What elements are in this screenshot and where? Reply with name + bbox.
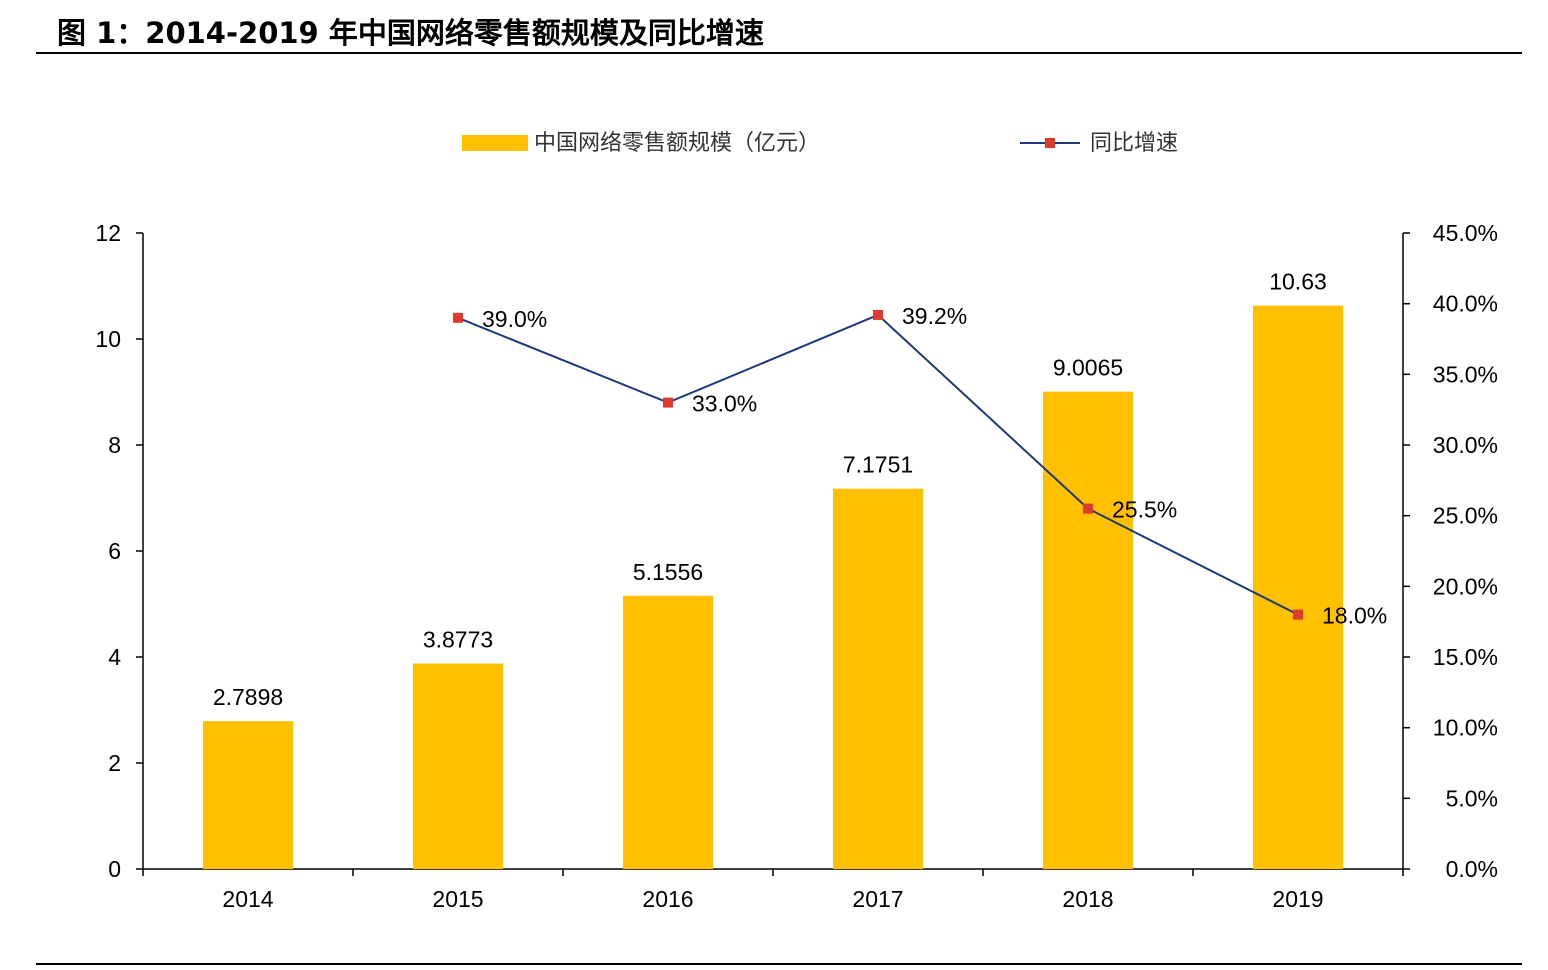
left-tick-label: 10	[95, 326, 121, 352]
x-tick-label: 2016	[642, 886, 693, 912]
bar	[623, 595, 713, 869]
legend-swatch-growth-marker	[1045, 138, 1055, 148]
left-tick-label: 0	[108, 856, 121, 882]
bar	[413, 663, 503, 869]
right-tick-label: 30.0%	[1433, 432, 1498, 458]
growth-line-series	[453, 309, 1303, 620]
growth-marker	[663, 397, 673, 408]
right-tick-label: 5.0%	[1446, 785, 1498, 811]
growth-data-label: 25.5%	[1112, 497, 1177, 523]
bar-data-label: 7.1751	[843, 452, 913, 478]
legend-label-retail-scale: 中国网络零售额规模（亿元）	[534, 131, 820, 156]
right-tick-label: 20.0%	[1433, 573, 1498, 599]
x-tick-label: 2014	[222, 886, 273, 912]
right-tick-label: 35.0%	[1433, 361, 1498, 387]
growth-marker	[873, 309, 883, 320]
bar-data-label: 5.1556	[633, 559, 703, 585]
right-tick-label: 15.0%	[1433, 644, 1498, 670]
bar-series	[203, 305, 1343, 869]
legend: 中国网络零售额规模（亿元） 同比增速	[462, 131, 1178, 156]
bar	[1043, 391, 1133, 869]
bar-labels: 2.7898 3.8773 5.1556 7.1751 9.0065 10.63	[213, 269, 1327, 711]
growth-marker	[1293, 609, 1303, 620]
bar-data-label: 2.7898	[213, 684, 283, 710]
right-tick-label: 10.0%	[1433, 715, 1498, 741]
growth-data-label: 18.0%	[1322, 603, 1387, 629]
left-tick-label: 12	[95, 220, 121, 246]
growth-data-label: 39.0%	[482, 306, 547, 332]
bar-data-label: 9.0065	[1053, 355, 1123, 381]
axes: 0 2 4 6 8 10 12 0.0% 5.0% 10.0% 15.0% 20.0% 25.0% 30.…	[95, 220, 1498, 912]
x-tick-label: 2019	[1272, 886, 1323, 912]
left-tick-label: 4	[108, 644, 121, 670]
legend-swatch-retail-scale	[462, 135, 528, 151]
bar	[203, 721, 293, 869]
top-rule	[36, 52, 1522, 54]
left-tick-label: 2	[108, 750, 121, 776]
left-tick-label: 8	[108, 432, 121, 458]
right-tick-label: 0.0%	[1446, 856, 1498, 882]
growth-marker	[1083, 503, 1093, 514]
right-tick-label: 25.0%	[1433, 503, 1498, 529]
bottom-rule	[36, 963, 1522, 965]
chart-title: 图 1：2014-2019 年中国网络零售额规模及同比增速	[57, 16, 764, 50]
x-tick-label: 2017	[852, 886, 903, 912]
x-tick-label: 2018	[1062, 886, 1113, 912]
legend-label-growth: 同比增速	[1090, 131, 1178, 156]
right-tick-label: 45.0%	[1433, 220, 1498, 246]
right-tick-label: 40.0%	[1433, 291, 1498, 317]
bar-data-label: 10.63	[1269, 269, 1327, 295]
growth-data-label: 39.2%	[902, 303, 967, 329]
bar	[1253, 305, 1343, 869]
bar	[833, 488, 923, 869]
left-tick-label: 6	[108, 538, 121, 564]
growth-marker	[453, 312, 463, 323]
growth-data-label: 33.0%	[692, 391, 757, 417]
growth-labels: 39.0% 33.0% 39.2% 25.5% 18.0%	[482, 303, 1387, 629]
bar-data-label: 3.8773	[423, 627, 493, 653]
x-tick-label: 2015	[432, 886, 483, 912]
